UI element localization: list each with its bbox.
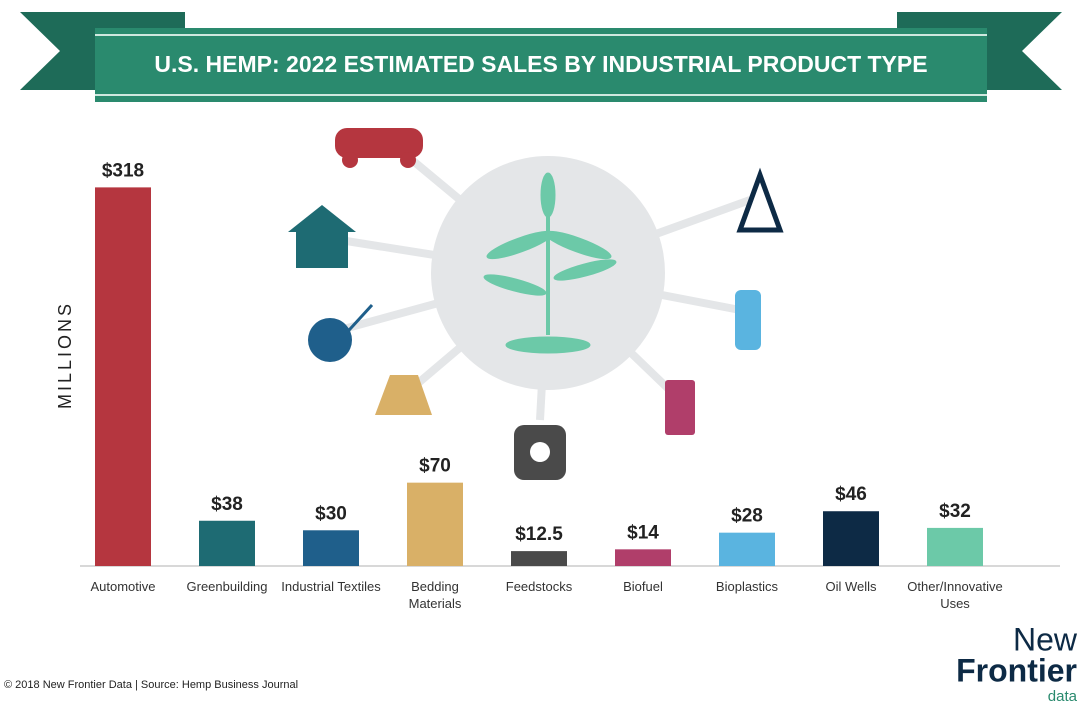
x-tick-label: Feedstocks [505,579,573,594]
logo-line: Frontier [956,652,1077,688]
y-axis-label: MILLIONS [55,301,75,409]
value-label: $14 [627,522,659,543]
x-tick-label: Bioplastics [715,579,779,594]
banner [95,28,987,102]
hemp-plant [483,172,617,354]
x-tick-label: Industrial Textiles [281,579,381,594]
bar [407,482,463,566]
logo-line: data [1048,688,1078,705]
bar [303,530,359,566]
bar [823,511,879,566]
value-label: $32 [939,501,971,522]
value-label: $30 [315,503,347,524]
x-tick-label: Biofuel [623,579,663,594]
banner-line [95,94,987,96]
logo-line: New [1013,621,1078,657]
value-label: $46 [835,484,867,505]
x-tick-label: Bedding Materials [408,579,462,611]
bar [719,532,775,566]
value-label: $12.5 [515,524,563,545]
value-label: $70 [419,456,451,477]
bar [927,527,983,566]
x-tick-label: Automotive [90,579,156,594]
footer: © 2018 New Frontier Data | Source: Hemp … [4,679,298,691]
icons [288,128,784,480]
x-tick-label: Other/Innovative Uses [907,579,1003,611]
bar [511,551,567,566]
value-label: $28 [731,506,763,527]
bar [199,520,255,566]
bar [95,187,151,566]
bar [615,549,671,566]
banner-line [95,34,987,36]
chart-title: U.S. HEMP: 2022 ESTIMATED SALES BY INDUS… [154,51,927,77]
x-tick-label: Greenbuilding [186,579,268,594]
x-tick-label: Oil Wells [825,579,877,594]
value-label: $318 [102,160,144,181]
value-label: $38 [211,494,243,515]
